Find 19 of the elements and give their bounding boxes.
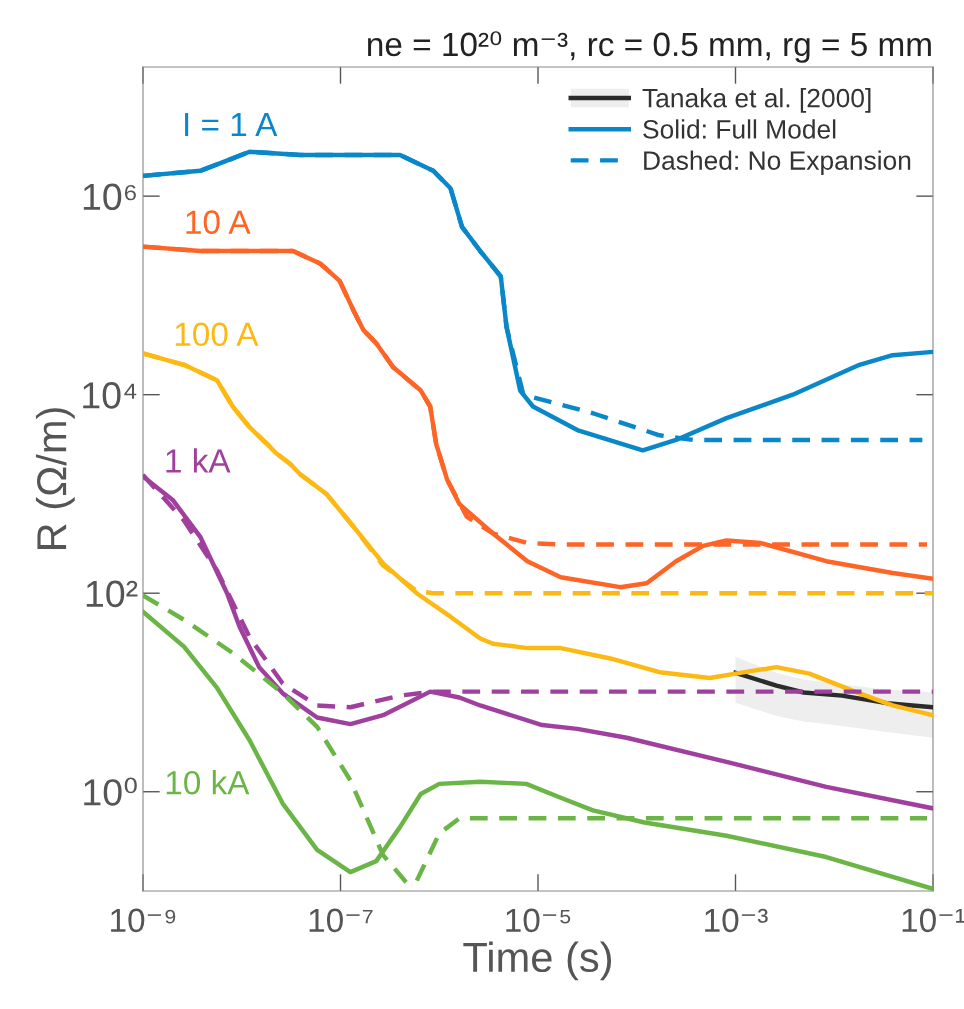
y-tick-label: 10⁰ [84,777,137,806]
x-tick-label: 10⁻⁹ [111,908,176,933]
annotation: 10 A [186,210,251,234]
annotation: 1 kA [166,448,231,473]
y-tick-label: 10² [86,580,138,608]
chart-title: ne = 10²⁰ m⁻³, rc = 0.5 mm, rg = 5 mm [368,31,931,63]
y-axis-title: R (Ω/m) [35,408,75,549]
legend-label: Tanaka et al. [2000] [642,88,871,113]
x-tick-label: 10⁻³ [705,908,768,933]
annotation: 10 kA [166,770,250,795]
x-tick-label: 10⁻⁷ [309,908,373,933]
y-tick-label: 10⁶ [83,183,136,211]
legend-label: Solid: Full Model [643,119,836,139]
annotation: I = 1 A [185,113,278,137]
legend-label: Dashed: No Expansion [644,150,911,176]
annotation: 100 A [175,322,259,347]
x-tick-label: 10⁻⁵ [506,908,571,933]
y-tick-label: 10⁴ [83,382,137,409]
x-axis-title: Time (s) [463,941,612,981]
